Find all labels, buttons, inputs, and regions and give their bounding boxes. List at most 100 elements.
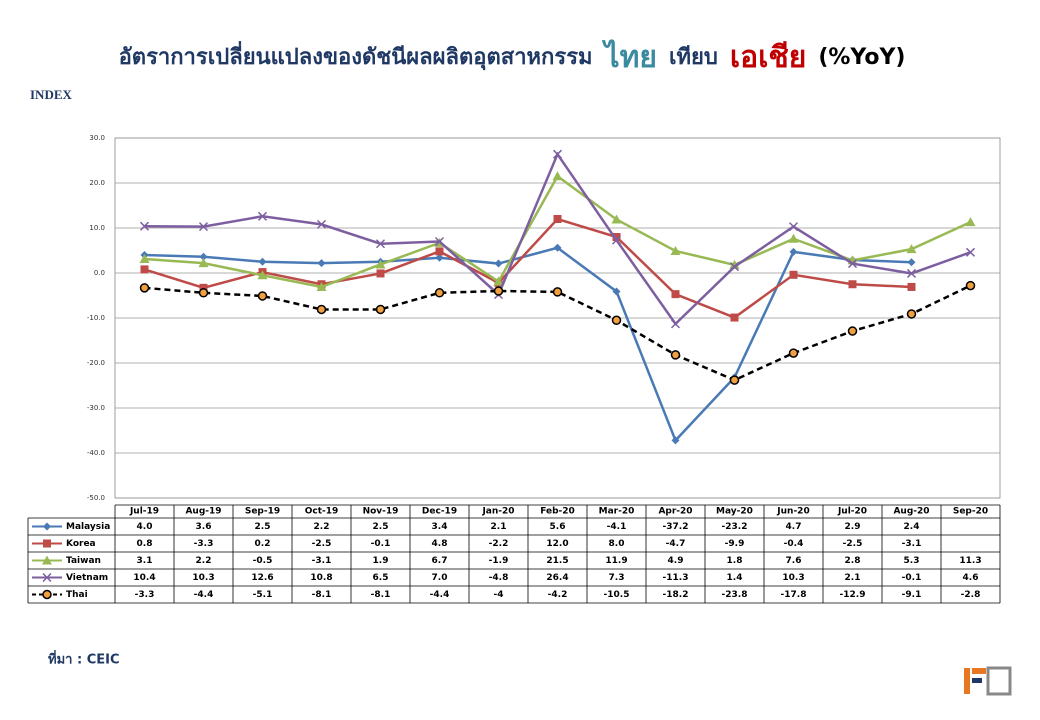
marker: [435, 247, 444, 256]
table-cell: 10.3: [192, 573, 214, 583]
marker: [434, 288, 445, 298]
y-tick-label: 10.0: [89, 224, 105, 232]
marker: [198, 258, 209, 268]
table-cell: 10.8: [310, 573, 332, 583]
legend-marker: [42, 589, 52, 600]
line: [144, 246, 912, 443]
table-cell: 5.3: [904, 556, 920, 566]
table-cell: 0.2: [255, 539, 271, 549]
table-cell: -2.8: [961, 590, 981, 600]
table-cell: 2.1: [845, 573, 861, 583]
table-cell: 10.3: [782, 573, 804, 583]
marker: [316, 281, 327, 291]
line: [144, 217, 912, 319]
marker: [434, 236, 445, 247]
table-cell: 11.3: [959, 556, 981, 566]
marker: [552, 287, 563, 297]
table-cell: 2.2: [196, 556, 212, 566]
marker: [257, 211, 268, 221]
table-cell: 2.4: [904, 522, 920, 532]
marker: [965, 247, 976, 257]
marker: [552, 149, 563, 159]
marker: [789, 270, 798, 279]
table-cell: -1.9: [489, 556, 509, 566]
x-tick-label: Sep-20: [953, 507, 988, 517]
marker: [612, 287, 621, 296]
table-cell: -2.5: [843, 539, 863, 549]
x-tick-label: Sep-19: [245, 507, 280, 517]
legend-label: Korea: [66, 539, 96, 549]
table-cell: 2.2: [314, 522, 330, 532]
x-tick-label: Aug-20: [893, 507, 929, 517]
y-tick-label: -20.0: [87, 359, 105, 367]
table-cell: 7.0: [432, 573, 448, 583]
table-cell: 7.6: [786, 556, 802, 566]
x-tick-label: Feb-20: [540, 507, 575, 517]
table-cell: 12.0: [546, 539, 568, 549]
source: ที่มา : CEIC: [48, 650, 120, 668]
table-cell: 1.9: [373, 556, 389, 566]
line: [144, 284, 972, 382]
x-tick-label: Mar-20: [599, 507, 635, 517]
x-tick-label: May-20: [716, 507, 753, 517]
marker: [258, 257, 267, 266]
table-cell: -11.3: [663, 573, 689, 583]
marker: [965, 217, 976, 227]
table-cell: 0.8: [137, 539, 153, 549]
x-tick-label: Oct-19: [305, 507, 339, 517]
y-tick-label: 30.0: [89, 134, 105, 142]
series: [140, 243, 916, 445]
marker: [730, 313, 739, 322]
y-tick-label: -50.0: [87, 494, 105, 502]
legend-label: Vietnam: [66, 573, 108, 583]
chart-title: อัตราการเปลี่ยนแปลงของดัชนีผลผลิตอุตสาหก…: [119, 39, 906, 75]
table-cell: 6.7: [432, 556, 448, 566]
marker: [316, 304, 327, 315]
marker: [435, 253, 444, 262]
table-cell: -9.9: [725, 539, 745, 549]
logo: [964, 666, 1012, 696]
table-cell: -4.4: [430, 590, 450, 600]
marker: [139, 283, 150, 293]
table-cell: -4.7: [666, 539, 686, 549]
marker: [729, 259, 740, 269]
table-cell: 2.8: [845, 556, 861, 566]
table-cell: 4.0: [137, 522, 153, 532]
marker: [376, 269, 385, 278]
marker: [257, 270, 268, 280]
y-tick-label: 0.0: [94, 269, 105, 277]
table-cell: -0.1: [371, 539, 391, 549]
marker: [671, 436, 680, 445]
marker: [965, 280, 976, 291]
x-tick-label: Jun-20: [776, 507, 809, 517]
marker: [847, 326, 858, 336]
series: [139, 280, 976, 385]
x-tick-label: Nov-19: [363, 507, 399, 517]
marker: [847, 259, 858, 269]
marker: [789, 247, 798, 256]
table-cell: -5.1: [253, 590, 273, 600]
table-cell: 2.9: [845, 522, 861, 532]
title-part: (%YoY): [818, 45, 905, 70]
marker: [199, 252, 208, 261]
marker: [493, 276, 504, 286]
table-cell: -4.4: [194, 590, 214, 600]
table-cell: -2.2: [489, 539, 509, 549]
marker: [671, 290, 680, 299]
marker: [553, 215, 562, 223]
marker: [906, 268, 917, 278]
marker: [670, 319, 681, 329]
table-cell: 7.3: [609, 573, 625, 583]
legend-label: Malaysia: [66, 522, 110, 532]
table-cell: -12.9: [840, 590, 866, 600]
marker: [670, 350, 681, 360]
table-cell: -18.2: [663, 590, 689, 600]
legend-marker: [42, 555, 52, 565]
marker: [788, 348, 799, 358]
table-cell: 26.4: [546, 573, 568, 583]
legend-label: Thai: [66, 590, 88, 600]
legend-marker: [42, 572, 52, 583]
marker: [139, 254, 150, 264]
marker: [316, 219, 327, 229]
